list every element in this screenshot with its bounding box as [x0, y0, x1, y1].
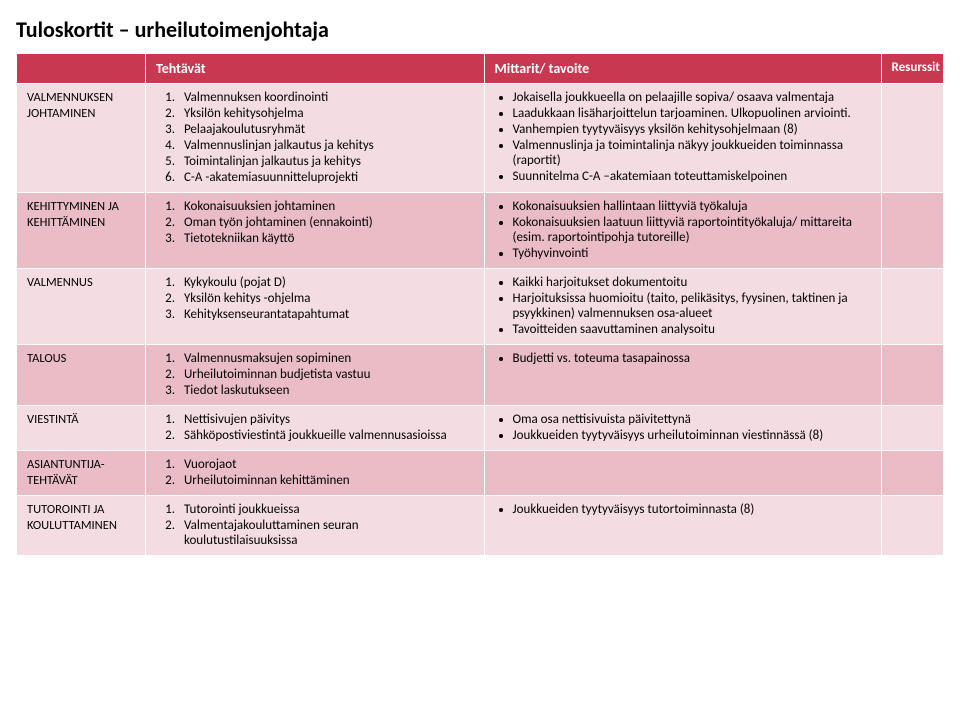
header-resurssit: Resurssit [881, 54, 944, 84]
resurssit-cell [881, 451, 944, 496]
header-mittarit: Mittarit/ tavoite [484, 54, 881, 84]
table-row: KEHITTYMINEN JA KEHITTÄMINENKokonaisuuks… [17, 193, 944, 269]
task-item: Valmennuslinjan jalkautus ja kehitys [178, 138, 474, 153]
mittari-item: Joukkueiden tyytyväisyys tutortoiminnast… [513, 502, 871, 517]
task-item: Valmentajakouluttaminen seuran koulutust… [178, 518, 474, 548]
mittari-item: Harjoituksissa huomioitu (taito, pelikäs… [513, 291, 871, 321]
table-row: TUTOROINTI JA KOULUTTAMINENTutorointi jo… [17, 496, 944, 556]
table-row: VALMENNUSKykykoulu (pojat D)Yksilön kehi… [17, 269, 944, 345]
header-row: Tehtävät Mittarit/ tavoite Resurssit [17, 54, 944, 84]
mittari-item: Tavoitteiden saavuttaminen analysoitu [513, 322, 871, 337]
mittarit-cell: Kokonaisuuksien hallintaan liittyviä työ… [484, 193, 881, 269]
mittarit-list: Kokonaisuuksien hallintaan liittyviä työ… [495, 199, 871, 261]
task-item: Valmennusmaksujen sopiminen [178, 351, 474, 366]
task-item: C-A -akatemiasuunnitteluprojekti [178, 170, 474, 185]
task-item: Tietotekniikan käyttö [178, 231, 474, 246]
header-blank [17, 54, 146, 84]
task-item: Oman työn johtaminen (ennakointi) [178, 215, 474, 230]
tasks-list: Valmennusmaksujen sopiminenUrheilutoimin… [156, 351, 474, 398]
resurssit-cell [881, 193, 944, 269]
mittari-item: Kaikki harjoitukset dokumentoitu [513, 275, 871, 290]
task-item: Pelaajakoulutusryhmät [178, 122, 474, 137]
task-item: Urheilutoiminnan kehittäminen [178, 473, 474, 488]
page-title: Tuloskortit – urheilutoimenjohtaja [16, 16, 944, 43]
mittarit-list: Budjetti vs. toteuma tasapainossa [495, 351, 871, 366]
tasks-cell: Tutorointi joukkueissaValmentajakoulutta… [145, 496, 484, 556]
task-item: Yksilön kehitys -ohjelma [178, 291, 474, 306]
row-label: VALMENNUKSEN JOHTAMINEN [17, 84, 146, 193]
tasks-cell: Kykykoulu (pojat D)Yksilön kehitys -ohje… [145, 269, 484, 345]
mittarit-cell: Budjetti vs. toteuma tasapainossa [484, 345, 881, 406]
tasks-list: VuorojaotUrheilutoiminnan kehittäminen [156, 457, 474, 488]
row-label: KEHITTYMINEN JA KEHITTÄMINEN [17, 193, 146, 269]
task-item: Toimintalinjan jalkautus ja kehitys [178, 154, 474, 169]
mittari-item: Työhyvinvointi [513, 246, 871, 261]
table-row: TALOUSValmennusmaksujen sopiminenUrheilu… [17, 345, 944, 406]
task-item: Tutorointi joukkueissa [178, 502, 474, 517]
tasks-cell: Nettisivujen päivitysSähköpostiviestintä… [145, 406, 484, 451]
tasks-cell: Kokonaisuuksien johtaminenOman työn joht… [145, 193, 484, 269]
resurssit-cell [881, 496, 944, 556]
resurssit-cell [881, 406, 944, 451]
tasks-cell: Valmennuksen koordinointiYksilön kehitys… [145, 84, 484, 193]
tasks-list: Kokonaisuuksien johtaminenOman työn joht… [156, 199, 474, 246]
mittari-item: Laadukkaan lisäharjoittelun tarjoaminen.… [513, 106, 871, 121]
table-row: VIESTINTÄ Nettisivujen päivitysSähköposti… [17, 406, 944, 451]
row-label: TALOUS [17, 345, 146, 406]
tasks-list: Tutorointi joukkueissaValmentajakoulutta… [156, 502, 474, 548]
tasks-list: Valmennuksen koordinointiYksilön kehitys… [156, 90, 474, 185]
mittarit-cell [484, 451, 881, 496]
resurssit-cell [881, 84, 944, 193]
resurssit-cell [881, 269, 944, 345]
task-item: Urheilutoiminnan budjetista vastuu [178, 367, 474, 382]
row-label: TUTOROINTI JA KOULUTTAMINEN [17, 496, 146, 556]
mittari-item: Kokonaisuuksien laatuun liittyviä raport… [513, 215, 871, 245]
mittari-item: Kokonaisuuksien hallintaan liittyviä työ… [513, 199, 871, 214]
mittarit-cell: Oma osa nettisivuista päivitettynäJoukku… [484, 406, 881, 451]
task-item: Vuorojaot [178, 457, 474, 472]
mittarit-list: Joukkueiden tyytyväisyys tutortoiminnast… [495, 502, 871, 517]
task-item: Kykykoulu (pojat D) [178, 275, 474, 290]
task-item: Kehityksenseurantatapahtumat [178, 307, 474, 322]
mittari-item: Joukkueiden tyytyväisyys urheilutoiminna… [513, 428, 871, 443]
scorecard-table: Tehtävät Mittarit/ tavoite Resurssit VAL… [16, 53, 944, 556]
tasks-list: Kykykoulu (pojat D)Yksilön kehitys -ohje… [156, 275, 474, 322]
mittarit-list: Jokaisella joukkueella on pelaajille sop… [495, 90, 871, 184]
task-item: Valmennuksen koordinointi [178, 90, 474, 105]
task-item: Sähköpostiviestintä joukkueille valmennu… [178, 428, 474, 443]
mittari-item: Jokaisella joukkueella on pelaajille sop… [513, 90, 871, 105]
task-item: Kokonaisuuksien johtaminen [178, 199, 474, 214]
mittarit-cell: Jokaisella joukkueella on pelaajille sop… [484, 84, 881, 193]
mittari-item: Valmennuslinja ja toimintalinja näkyy jo… [513, 138, 871, 168]
row-label: ASIANTUNTIJA-TEHTÄVÄT [17, 451, 146, 496]
task-item: Nettisivujen päivitys [178, 412, 474, 427]
mittari-item: Budjetti vs. toteuma tasapainossa [513, 351, 871, 366]
mittari-item: Oma osa nettisivuista päivitettynä [513, 412, 871, 427]
resurssit-cell [881, 345, 944, 406]
mittarit-list: Oma osa nettisivuista päivitettynäJoukku… [495, 412, 871, 443]
task-item: Tiedot laskutukseen [178, 383, 474, 398]
tasks-cell: VuorojaotUrheilutoiminnan kehittäminen [145, 451, 484, 496]
table-row: ASIANTUNTIJA-TEHTÄVÄT VuorojaotUrheilutoi… [17, 451, 944, 496]
task-item: Yksilön kehitysohjelma [178, 106, 474, 121]
tasks-list: Nettisivujen päivitysSähköpostiviestintä… [156, 412, 474, 443]
tasks-cell: Valmennusmaksujen sopiminenUrheilutoimin… [145, 345, 484, 406]
row-label: VALMENNUS [17, 269, 146, 345]
mittari-item: Suunnitelma C-A –akatemiaan toteuttamisk… [513, 169, 871, 184]
mittarit-cell: Joukkueiden tyytyväisyys tutortoiminnast… [484, 496, 881, 556]
mittarit-list: Kaikki harjoitukset dokumentoituHarjoitu… [495, 275, 871, 337]
table-row: VALMENNUKSEN JOHTAMINENValmennuksen koor… [17, 84, 944, 193]
row-label: VIESTINTÄ [17, 406, 146, 451]
mittari-item: Vanhempien tyytyväisyys yksilön kehityso… [513, 122, 871, 137]
mittarit-cell: Kaikki harjoitukset dokumentoituHarjoitu… [484, 269, 881, 345]
header-tehtavat: Tehtävät [145, 54, 484, 84]
